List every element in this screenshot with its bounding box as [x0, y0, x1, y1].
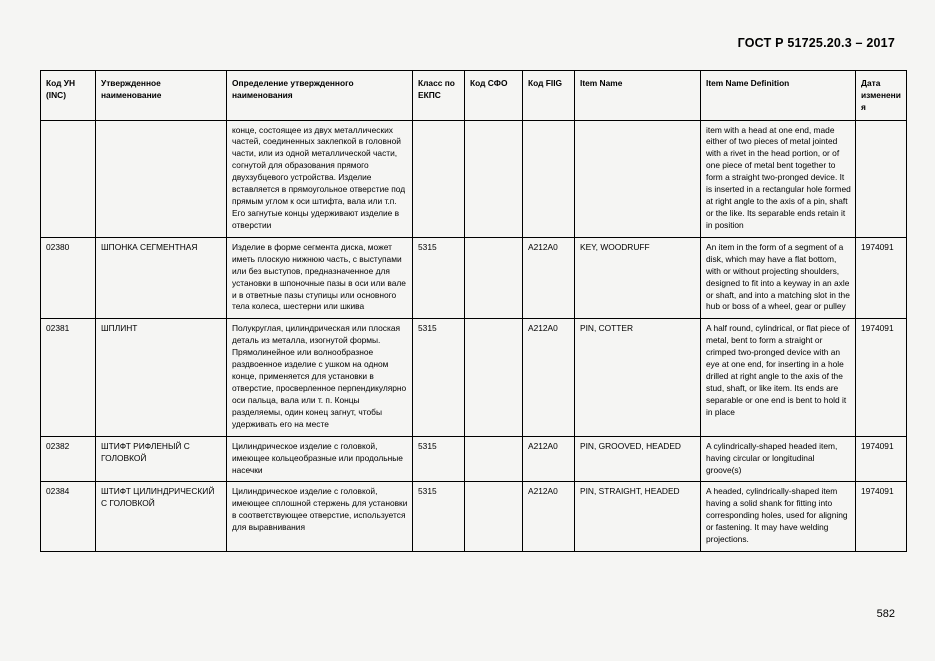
cell-item_name: KEY, WOODRUFF — [574, 236, 701, 320]
cell-approved_def: Полукруглая, цилиндрическая или плоская … — [226, 318, 413, 437]
table-row: 02381 ШПЛИНТ Полукруглая, цилиндрическая и… — [40, 318, 907, 437]
cell-item_name: PIN, GROOVED, HEADED — [574, 435, 701, 483]
cell-unc_code — [40, 119, 96, 238]
cell-approved_name — [95, 119, 227, 238]
cell-sfo_code — [464, 481, 523, 553]
cell-item_name: PIN, STRAIGHT, HEADED — [574, 481, 701, 553]
column-header-fiig-code: Код FIIG — [522, 70, 575, 121]
table-header-row: Код УН (INC) Утвержденное наименование О… — [40, 70, 907, 121]
cell-fiig_code: A212A0 — [522, 435, 575, 483]
cell-sfo_code — [464, 119, 523, 238]
cell-fiig_code: A212A0 — [522, 318, 575, 437]
table-row: конце, состоящее из двух металлических ч… — [40, 119, 907, 238]
cell-item_name_def: item with a head at one end, made either… — [700, 119, 856, 238]
cell-approved_def: Цилиндрическое изделие с головкой, имеющ… — [226, 435, 413, 483]
cell-fiig_code: A212A0 — [522, 481, 575, 553]
cell-change_date: 1974091 — [855, 236, 907, 320]
cell-change_date: 1974091 — [855, 481, 907, 553]
cell-item_name_def: An item in the form of a segment of a di… — [700, 236, 856, 320]
column-header-item-name: Item Name — [574, 70, 701, 121]
cell-sfo_code — [464, 236, 523, 320]
cell-approved_def: Изделие в форме сегмента диска, может им… — [226, 236, 413, 320]
cell-approved_name: ШПЛИНТ — [95, 318, 227, 437]
column-header-approved-def: Определение утвержденного наименования — [226, 70, 413, 121]
cell-unc_code: 02382 — [40, 435, 96, 483]
cell-approved_name: ШПОНКА СЕГМЕНТНАЯ — [95, 236, 227, 320]
table-body: конце, состоящее из двух металлических ч… — [40, 119, 907, 553]
cell-item_name: PIN, COTTER — [574, 318, 701, 437]
cell-change_date: 1974091 — [855, 318, 907, 437]
cell-ekps_class: 5315 — [412, 318, 465, 437]
cell-fiig_code: A212A0 — [522, 236, 575, 320]
cell-fiig_code — [522, 119, 575, 238]
cell-ekps_class — [412, 119, 465, 238]
cell-approved_name: ШТИФТ ЦИЛИНДРИЧЕСКИЙ С ГОЛОВКОЙ — [95, 481, 227, 553]
cell-item_name_def: A headed, cylindrically-shaped item havi… — [700, 481, 856, 553]
cell-item_name_def: A cylindrically-shaped headed item, havi… — [700, 435, 856, 483]
cell-ekps_class: 5315 — [412, 236, 465, 320]
cell-sfo_code — [464, 435, 523, 483]
page-number: 582 — [876, 608, 895, 620]
cell-change_date: 1974091 — [855, 435, 907, 483]
cell-item_name — [574, 119, 701, 238]
column-header-change-date: Дата изменения — [855, 70, 907, 121]
cell-ekps_class: 5315 — [412, 435, 465, 483]
cell-sfo_code — [464, 318, 523, 437]
column-header-approved-name: Утвержденное наименование — [95, 70, 227, 121]
cell-item_name_def: A half round, cylindrical, or flat piece… — [700, 318, 856, 437]
cell-ekps_class: 5315 — [412, 481, 465, 553]
nomenclature-table: Код УН (INC) Утвержденное наименование О… — [40, 70, 907, 553]
table-row: 02380 ШПОНКА СЕГМЕНТНАЯ Изделие в форме се… — [40, 236, 907, 320]
cell-unc_code: 02384 — [40, 481, 96, 553]
standard-header: ГОСТ Р 51725.20.3 – 2017 — [737, 36, 895, 50]
cell-unc_code: 02380 — [40, 236, 96, 320]
cell-approved_name: ШТИФТ РИФЛЕНЫЙ С ГОЛОВКОЙ — [95, 435, 227, 483]
column-header-sfo-code: Код СФО — [464, 70, 523, 121]
column-header-item-name-def: Item Name Definition — [700, 70, 856, 121]
cell-approved_def: Цилиндрическое изделие с головкой, имеющ… — [226, 481, 413, 553]
table-row: 02382 ШТИФТ РИФЛЕНЫЙ С ГОЛОВКОЙ Цилиндриче… — [40, 435, 907, 483]
cell-approved_def: конце, состоящее из двух металлических ч… — [226, 119, 413, 238]
cell-unc_code: 02381 — [40, 318, 96, 437]
column-header-unc-code: Код УН (INC) — [40, 70, 96, 121]
table-row: 02384 ШТИФТ ЦИЛИНДРИЧЕСКИЙ С ГОЛОВКОЙ Цили… — [40, 481, 907, 553]
cell-change_date — [855, 119, 907, 238]
column-header-ekps-class: Класс по ЕКПС — [412, 70, 465, 121]
